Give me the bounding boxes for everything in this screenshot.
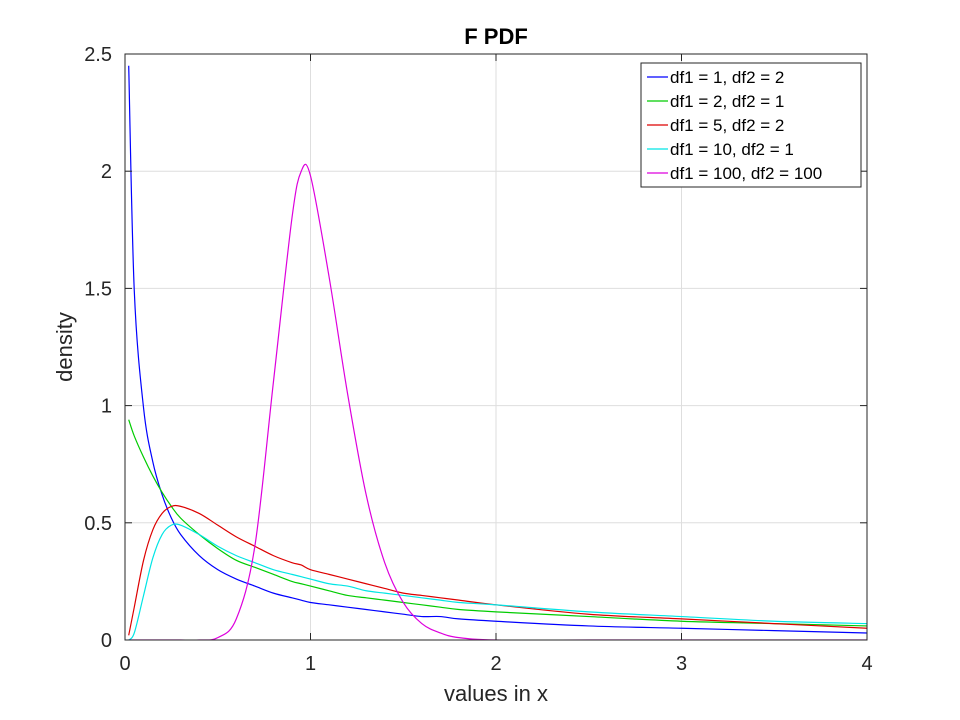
tick-labels: 0 1 2 3 4 0 0.5 1 1.5 2 2.5 bbox=[84, 44, 872, 675]
x-tick-label: 4 bbox=[861, 653, 872, 675]
legend: df1 = 1, df2 = 2 df1 = 2, df2 = 1 df1 = 5,… bbox=[640, 62, 862, 188]
tick-marks bbox=[124, 53, 868, 641]
y-tick-label: 2.5 bbox=[84, 44, 112, 66]
y-axis-label: density bbox=[52, 312, 77, 382]
legend-label-3: df1 = 5, df2 = 2 bbox=[670, 116, 784, 135]
legend-box bbox=[640, 62, 862, 188]
series-layer bbox=[128, 65, 867, 640]
legend-label-1: df1 = 1, df2 = 2 bbox=[670, 68, 784, 87]
y-tick-label: 1 bbox=[101, 396, 112, 418]
series-line-4 bbox=[128, 523, 867, 640]
y-tick-label: 1.5 bbox=[84, 278, 112, 300]
chart-title: F PDF bbox=[464, 24, 528, 49]
x-tick-label: 0 bbox=[119, 653, 130, 675]
x-tick-label: 1 bbox=[305, 653, 316, 675]
legend-label-2: df1 = 2, df2 = 1 bbox=[670, 92, 784, 111]
y-tick-label: 0.5 bbox=[84, 513, 112, 535]
x-axis-label: values in x bbox=[444, 681, 548, 706]
y-tick-label: 2 bbox=[101, 161, 112, 183]
y-tick-label: 0 bbox=[101, 630, 112, 652]
x-tick-label: 2 bbox=[490, 653, 501, 675]
series-line-2 bbox=[128, 419, 867, 627]
x-tick-label: 3 bbox=[676, 653, 687, 675]
legend-label-4: df1 = 10, df2 = 1 bbox=[670, 140, 794, 159]
legend-label-5: df1 = 100, df2 = 100 bbox=[670, 164, 822, 183]
